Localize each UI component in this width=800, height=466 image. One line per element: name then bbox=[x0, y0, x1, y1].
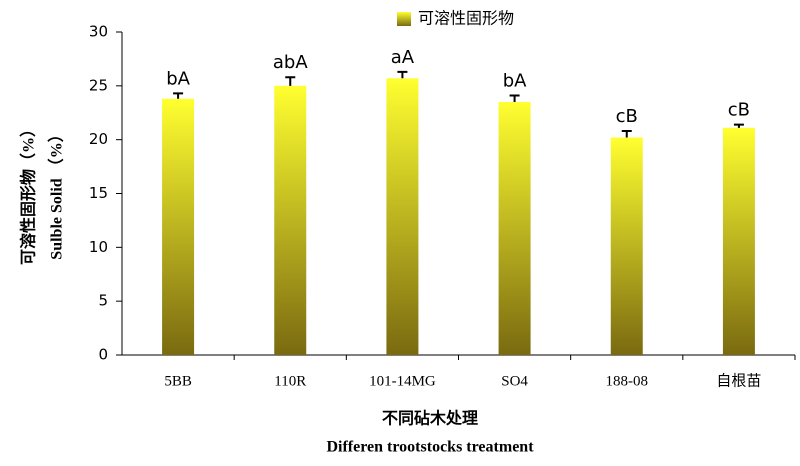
x-tick-label: 101-14MG bbox=[369, 373, 436, 389]
x-tick-label: 188-08 bbox=[606, 373, 649, 389]
y-tick-label: 10 bbox=[89, 238, 108, 256]
y-axis-title: 可溶性固形物（%） bbox=[19, 121, 38, 265]
error-bar bbox=[509, 94, 520, 102]
x-axis-title: Differen trootstocks treatment bbox=[326, 439, 534, 456]
bar bbox=[610, 137, 643, 355]
bar bbox=[162, 98, 195, 356]
x-axis-title: 不同砧木处理 bbox=[382, 409, 478, 428]
error-bar bbox=[621, 130, 632, 138]
legend-swatch bbox=[397, 12, 411, 26]
y-tick-label: 30 bbox=[89, 23, 108, 41]
significance-label: cB bbox=[728, 100, 750, 121]
legend-label: 可溶性固形物 bbox=[418, 9, 514, 28]
significance-label: cB bbox=[616, 106, 638, 127]
bar bbox=[498, 101, 531, 355]
x-tick-label: 110R bbox=[274, 373, 306, 389]
x-tick-label: SO4 bbox=[501, 373, 528, 389]
error-bar bbox=[285, 76, 296, 86]
x-tick-label: 自根苗 bbox=[716, 372, 761, 389]
bar bbox=[722, 127, 755, 355]
y-tick-label: 5 bbox=[98, 292, 108, 310]
bar bbox=[274, 85, 307, 355]
error-bar bbox=[173, 92, 184, 99]
y-tick-label: 0 bbox=[98, 346, 108, 364]
x-tick-label: 5BB bbox=[164, 373, 192, 389]
significance-label: bA bbox=[166, 68, 190, 89]
error-bar bbox=[397, 70, 408, 79]
error-bar bbox=[733, 123, 744, 128]
y-axis-title: Sulble Solid （%） bbox=[48, 126, 66, 259]
significance-label: aA bbox=[391, 47, 415, 68]
y-tick-label: 15 bbox=[89, 184, 108, 202]
significance-label: abA bbox=[273, 52, 308, 73]
y-tick-label: 20 bbox=[89, 130, 108, 148]
y-tick-label: 25 bbox=[89, 76, 108, 94]
significance-label: bA bbox=[503, 71, 527, 92]
bar bbox=[386, 78, 419, 356]
